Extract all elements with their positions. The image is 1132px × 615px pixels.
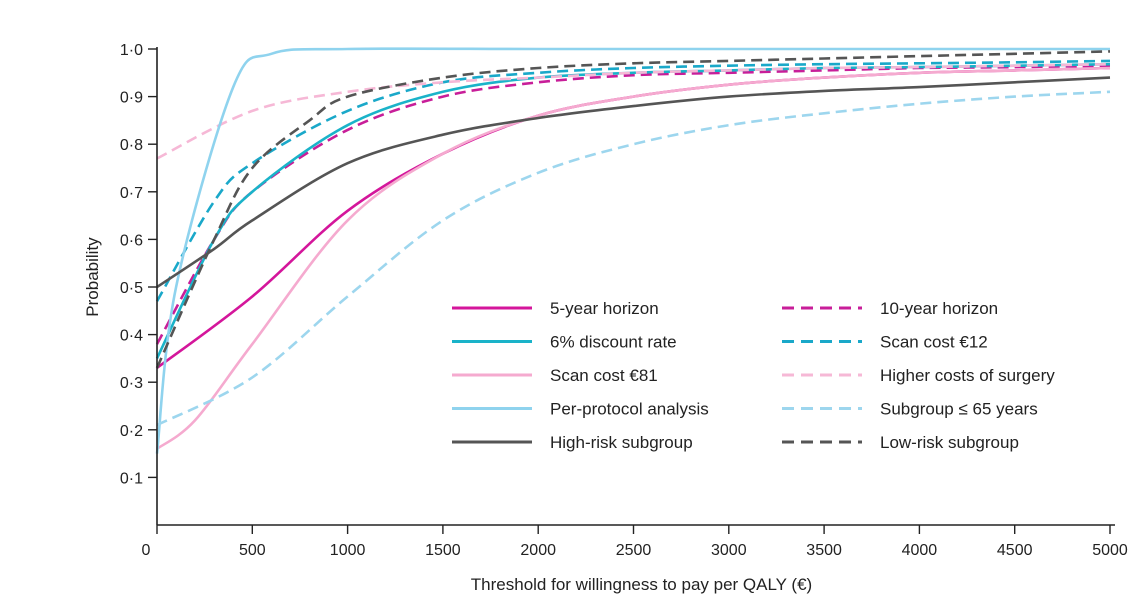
x-tick-label: 4000 bbox=[902, 542, 938, 559]
series-lines-group bbox=[155, 47, 1111, 454]
legend-label-scan-cost-eur12: Scan cost €12 bbox=[880, 333, 988, 352]
y-tick-label: 0·4 bbox=[120, 328, 143, 345]
x-axis-label: Threshold for willingness to pay per QAL… bbox=[471, 575, 812, 594]
x-tick-label: 4500 bbox=[997, 542, 1033, 559]
axes-group bbox=[156, 47, 1115, 526]
y-axis-label: Probability bbox=[83, 237, 102, 317]
y-tick-label: 0·9 bbox=[120, 90, 143, 107]
legend: 5-year horizon 10-year horizon 6% discount… bbox=[452, 299, 1055, 452]
x-tick-label: 0 bbox=[142, 542, 151, 559]
legend-label-6pct-discount-rate: 6% discount rate bbox=[550, 333, 677, 352]
y-tick-label: 0·6 bbox=[120, 232, 143, 249]
legend-label-subgroup-le-65-years: Subgroup ≤ 65 years bbox=[880, 400, 1038, 419]
legend-label-5-year-horizon: 5-year horizon bbox=[550, 299, 659, 318]
x-tick-label: 1500 bbox=[425, 542, 461, 559]
series-line-high-risk-subgroup bbox=[156, 76, 1111, 289]
y-tick-label: 0·1 bbox=[120, 470, 143, 487]
series-line-subgroup-le-65-years bbox=[156, 90, 1111, 427]
x-tick-label: 2500 bbox=[616, 542, 652, 559]
series-line-5-year-horizon bbox=[156, 66, 1111, 369]
series-line-per-protocol-analysis bbox=[155, 47, 1110, 454]
x-tick-label: 2000 bbox=[520, 542, 556, 559]
x-tick-label: 3000 bbox=[711, 542, 747, 559]
x-tick-label: 3500 bbox=[806, 542, 842, 559]
ticks-group: 0·1 0·2 0·3 0·4 0·5 0·6 0·7 0·8 0·9 1·0 0 500 1000 15… bbox=[120, 42, 1128, 559]
series-line-scan-cost-eur81 bbox=[156, 66, 1111, 450]
y-tick-label: 0·7 bbox=[120, 185, 143, 202]
y-tick-label: 0·2 bbox=[120, 423, 143, 440]
x-tick-label: 500 bbox=[239, 542, 266, 559]
y-tick-label: 0·3 bbox=[120, 375, 143, 392]
legend-label-per-protocol-analysis: Per-protocol analysis bbox=[550, 400, 709, 419]
y-tick-label: 0·8 bbox=[120, 137, 143, 154]
legend-label-low-risk-subgroup: Low-risk subgroup bbox=[880, 433, 1019, 452]
series-line-low-risk-subgroup bbox=[155, 50, 1111, 369]
legend-label-higher-costs-of-surgery: Higher costs of surgery bbox=[880, 366, 1055, 385]
x-tick-label: 5000 bbox=[1092, 542, 1128, 559]
y-tick-label: 1·0 bbox=[120, 42, 143, 59]
x-tick-label: 1000 bbox=[330, 542, 366, 559]
legend-label-10-year-horizon: 10-year horizon bbox=[880, 299, 998, 318]
series-line-higher-costs-of-surgery bbox=[156, 62, 1111, 160]
legend-label-high-risk-subgroup: High-risk subgroup bbox=[550, 433, 693, 452]
legend-label-scan-cost-eur81: Scan cost €81 bbox=[550, 366, 658, 385]
y-tick-label: 0·5 bbox=[120, 280, 143, 297]
